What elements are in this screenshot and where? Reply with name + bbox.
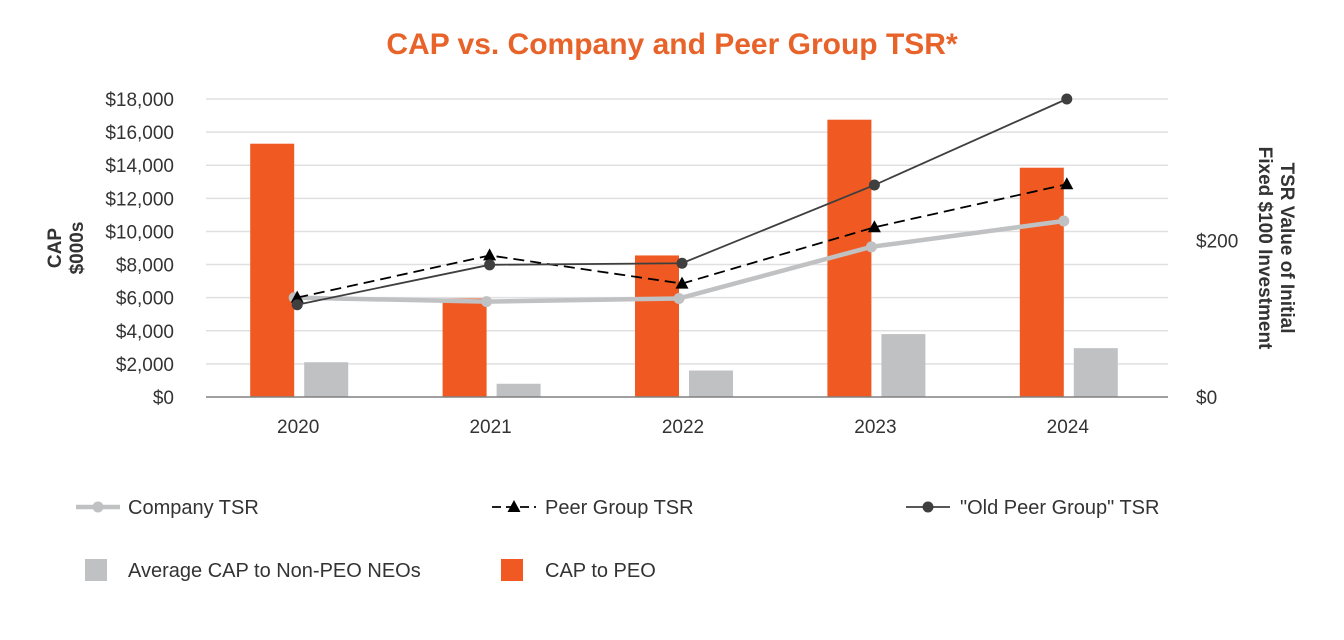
bar-avg-cap-non-peo — [1073, 348, 1118, 397]
bar-avg-cap-non-peo — [689, 370, 733, 397]
legend-marker — [92, 501, 104, 513]
left-axis-title-line1: CAP — [45, 228, 66, 268]
x-axis-ticks: 2020 2021 2022 2023 2024 — [277, 417, 1089, 438]
x-tick-label: 2021 — [469, 417, 511, 438]
legend: Company TSR Peer Group TSR "Old Peer Group… — [76, 497, 1159, 582]
old-peer-group-tsr-point — [291, 299, 303, 311]
left-tick-label: $4,000 — [116, 322, 174, 343]
left-tick-label: $14,000 — [105, 156, 174, 177]
old-peer-group-tsr-point — [868, 179, 880, 191]
old-peer-group-tsr-point — [1061, 93, 1073, 105]
left-tick-label: $0 — [153, 388, 174, 409]
peer-group-tsr-point — [483, 248, 497, 261]
right-axis-title-line1: TSR Value of Initial — [1276, 162, 1297, 333]
x-tick-label: 2024 — [1047, 417, 1090, 438]
bar-avg-cap-non-peo — [304, 362, 349, 397]
old-peer-group-tsr-line — [297, 98, 1068, 306]
legend-label: Peer Group TSR — [545, 497, 694, 519]
bar-cap-to-peo — [250, 143, 295, 397]
company-tsr-point — [481, 296, 493, 308]
right-axis-title: TSR Value of Initial Fixed $100 Investme… — [1254, 147, 1297, 350]
tsr-lines — [288, 93, 1074, 311]
legend-label: Company TSR — [128, 497, 259, 519]
left-tick-label: $2,000 — [116, 355, 174, 376]
left-tick-label: $16,000 — [105, 123, 174, 144]
bar-avg-cap-non-peo — [881, 334, 926, 397]
x-tick-label: 2022 — [662, 417, 704, 438]
chart-title: CAP vs. Company and Peer Group TSR* — [386, 28, 958, 61]
bar-cap-to-peo — [442, 298, 487, 397]
left-tick-label: $12,000 — [105, 189, 174, 210]
left-axis-title-line2: $000s — [67, 222, 88, 275]
left-tick-label: $6,000 — [116, 289, 174, 310]
legend-label: CAP to PEO — [545, 560, 656, 582]
legend-bar-swatch — [85, 559, 107, 581]
company-tsr-point — [1058, 215, 1070, 227]
right-tick-label: $0 — [1196, 388, 1217, 409]
peer-group-tsr-point — [290, 290, 304, 303]
right-axis-ticks: $0 $200 — [1196, 232, 1238, 409]
right-tick-label: $200 — [1196, 232, 1238, 253]
peer-group-tsr-point — [675, 276, 689, 289]
company-tsr-point — [865, 241, 877, 253]
peer-group-tsr-point — [867, 220, 881, 233]
old-peer-group-tsr-point — [676, 257, 688, 269]
bar-cap-to-peo — [1019, 167, 1064, 397]
legend-label: "Old Peer Group" TSR — [960, 497, 1159, 519]
legend-label: Average CAP to Non-PEO NEOs — [128, 560, 421, 582]
left-tick-label: $8,000 — [116, 256, 174, 277]
left-tick-label: $18,000 — [105, 90, 174, 111]
peer-group-tsr-point — [1060, 177, 1074, 190]
company-tsr-point — [673, 292, 685, 304]
bar-cap-to-peo — [635, 255, 679, 397]
right-axis-title-line2: Fixed $100 Investment — [1254, 147, 1275, 350]
bar-avg-cap-non-peo — [496, 383, 541, 397]
x-tick-label: 2023 — [854, 417, 896, 438]
legend-marker — [922, 501, 934, 513]
legend-bar-swatch — [501, 559, 523, 581]
x-tick-label: 2020 — [277, 417, 319, 438]
old-peer-group-tsr-point — [484, 259, 496, 271]
left-axis-ticks: $0 $2,000 $4,000 $6,000 $8,000 $10,000 $12,000… — [105, 90, 174, 409]
left-axis-title: CAP $000s — [45, 222, 88, 275]
left-tick-label: $10,000 — [105, 222, 174, 243]
legend-marker — [507, 500, 521, 512]
bars — [250, 119, 1118, 397]
